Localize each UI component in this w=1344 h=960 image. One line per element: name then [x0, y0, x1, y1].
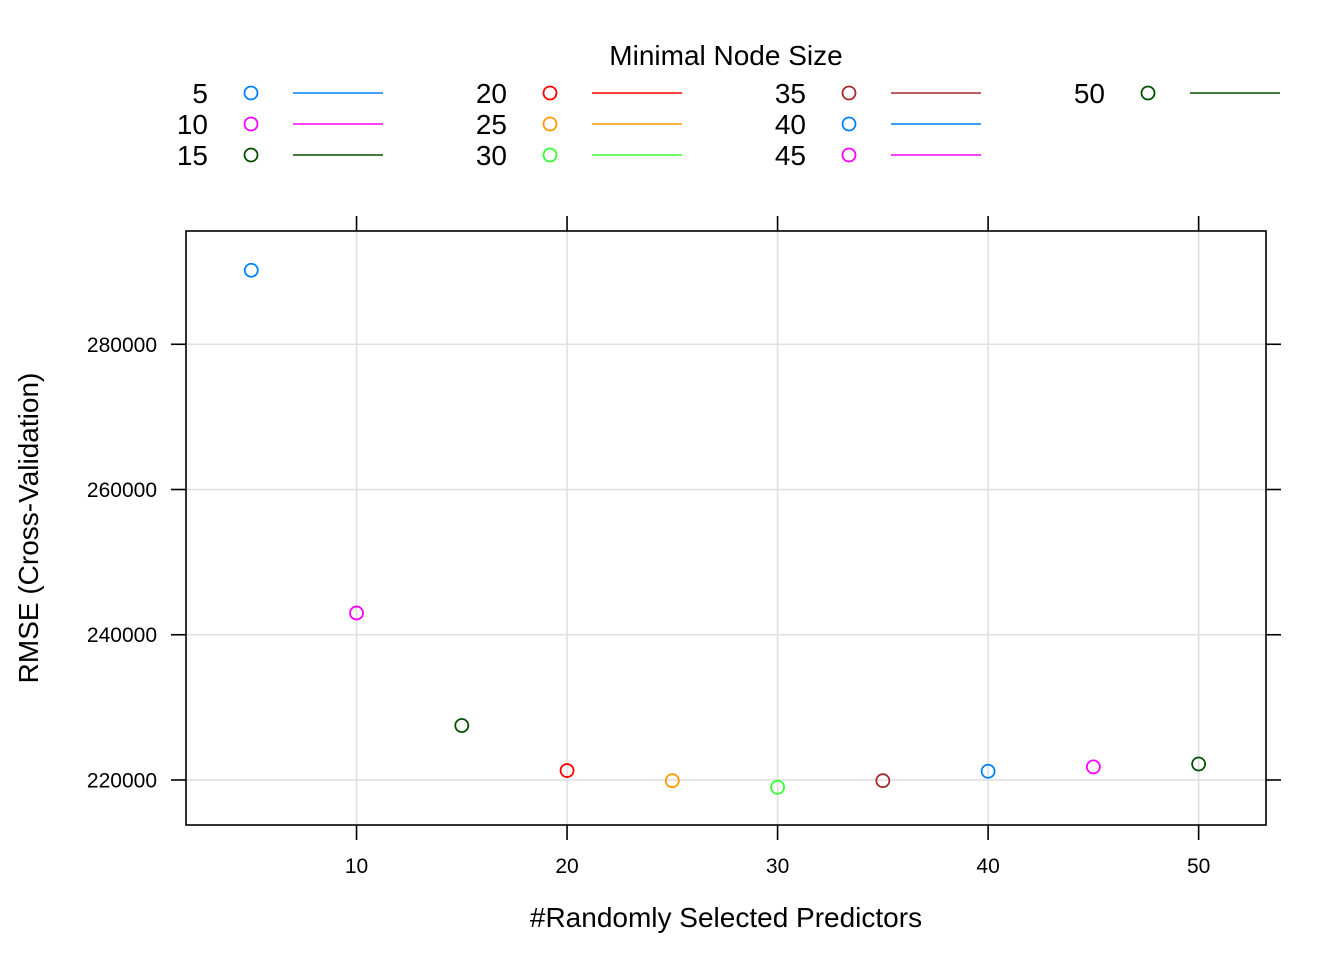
y-tick-label: 260000: [87, 479, 157, 502]
data-point: [1191, 756, 1207, 772]
data-point: [559, 763, 575, 778]
legend-marker: [841, 116, 857, 132]
x-tick-label: 30: [766, 855, 789, 878]
data-points: [243, 262, 1207, 795]
data-point: [770, 779, 785, 795]
data-point: [875, 773, 891, 789]
x-tick-label: 20: [555, 855, 578, 878]
legend-entry-label: 15: [177, 140, 208, 171]
legend-marker: [542, 85, 558, 101]
y-tick-label: 280000: [87, 334, 157, 357]
y-tick-label: 220000: [87, 769, 157, 792]
legend-marker: [841, 147, 857, 163]
legend-entry-label: 50: [1074, 78, 1105, 109]
data-point: [1085, 759, 1101, 775]
data-point: [349, 605, 364, 621]
legend-entry-label: 25: [476, 109, 507, 140]
legend-title: Minimal Node Size: [609, 40, 842, 71]
axis-ticks: 10 20 30 40 50 220000 240000 260000 280000: [87, 216, 1281, 878]
legend-marker: [243, 85, 259, 101]
legend-entry-label: 20: [476, 78, 507, 109]
x-tick-label: 10: [345, 855, 368, 878]
y-tick-label: 240000: [87, 624, 157, 647]
legend-entry-label: 5: [192, 78, 208, 109]
legend-marker: [1140, 85, 1156, 101]
legend-entry-label: 10: [177, 109, 208, 140]
data-point: [454, 718, 470, 733]
legend-entry-label: 40: [775, 109, 806, 140]
x-tick-label: 50: [1187, 855, 1210, 878]
legend-entry-label: 45: [775, 140, 806, 171]
legend-marker: [243, 147, 259, 163]
legend-entry-label: 35: [775, 78, 806, 109]
y-axis-title: RMSE (Cross-Validation): [13, 373, 44, 684]
legend-marker: [841, 85, 857, 101]
legend-marker: [243, 116, 259, 132]
legend-marker: [542, 116, 558, 132]
legend-entry-label: 30: [476, 140, 507, 171]
data-point: [664, 773, 680, 789]
x-tick-label: 40: [976, 855, 999, 878]
legend-marker: [542, 147, 558, 163]
x-axis-title: #Randomly Selected Predictors: [530, 902, 922, 933]
data-point: [980, 763, 996, 779]
gridlines: [186, 231, 1266, 825]
plot-frame: [185, 230, 1267, 826]
data-point: [243, 262, 259, 278]
